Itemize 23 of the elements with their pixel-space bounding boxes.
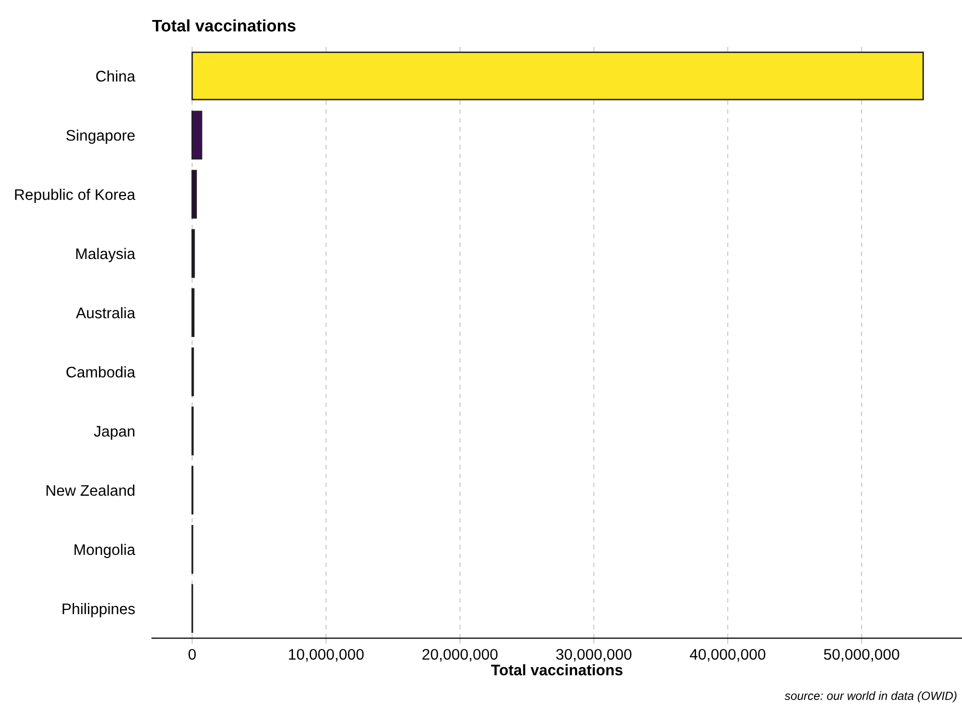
bar	[191, 52, 924, 100]
y-tick-label: New Zealand	[46, 484, 134, 496]
y-tick-label: Mongolia	[74, 544, 136, 558]
bar	[191, 170, 197, 219]
y-tick-label: Singapore	[66, 130, 135, 144]
x-axis-title: Total vaccinations	[491, 664, 622, 676]
x-tick-label: 50,000,000	[824, 648, 900, 662]
x-tick-label: 0	[188, 648, 196, 660]
bar	[191, 229, 195, 278]
y-tick-label: China	[96, 70, 136, 82]
x-tick-label: 20,000,000	[422, 648, 498, 662]
y-tick-label: Cambodia	[66, 366, 136, 378]
y-tick-label: Philippines	[62, 603, 135, 618]
x-tick-label: 40,000,000	[690, 648, 766, 662]
x-tick-label: 30,000,000	[556, 648, 632, 662]
chart-title: Total vaccinations	[152, 19, 296, 32]
y-tick-label: Australia	[76, 307, 136, 318]
x-tick-label: 10,000,000	[288, 648, 364, 662]
source-note: source: our world in data (OWID)	[784, 691, 956, 702]
y-tick-label: Republic of Korea	[15, 188, 136, 203]
bar	[191, 110, 202, 160]
y-tick-label: Malaysia	[76, 248, 136, 262]
y-tick-label: Japan	[94, 426, 134, 440]
